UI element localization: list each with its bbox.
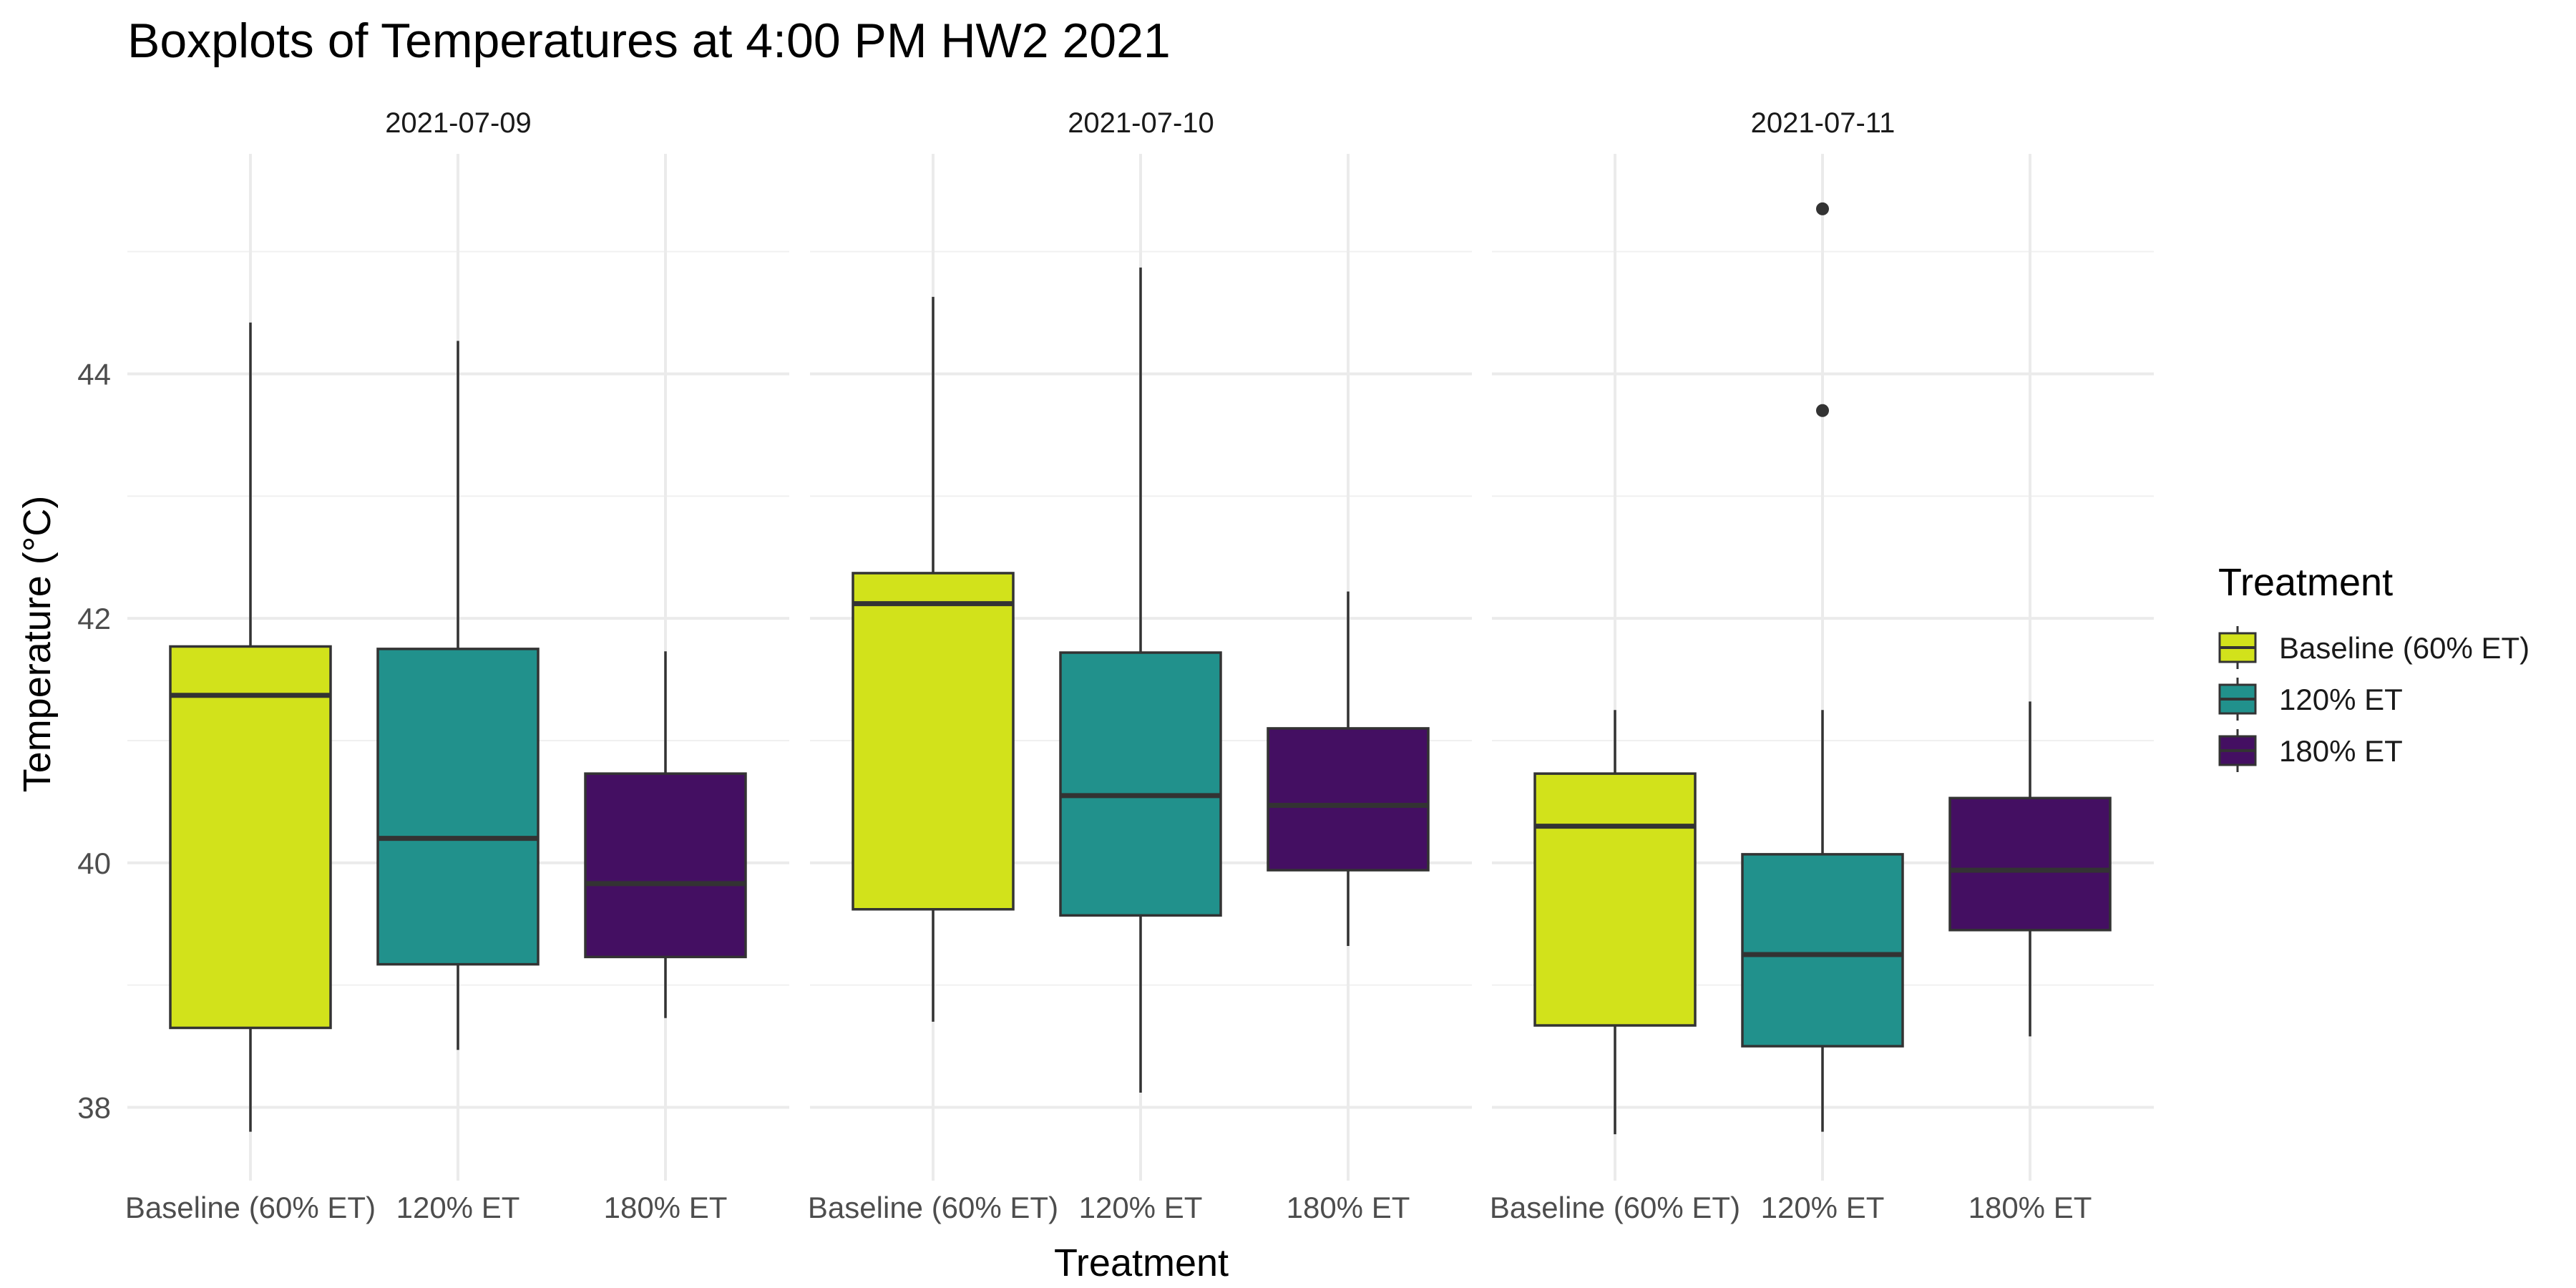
facet-strip-label: 2021-07-09 — [385, 107, 532, 139]
y-tick-label: 44 — [77, 358, 111, 391]
legend-label: 120% ET — [2279, 683, 2403, 716]
facet-panel: 2021-07-09 Baseline (60% ET) 120% ET 180% E… — [125, 107, 789, 1224]
y-axis: 38 40 42 44 — [77, 358, 111, 1125]
box-body — [1059, 651, 1222, 917]
box — [852, 296, 1015, 1022]
facet-panels: 2021-07-09 Baseline (60% ET) 120% ET 180% E… — [125, 107, 2154, 1224]
legend-label: 180% ET — [2279, 734, 2403, 768]
x-axis-title: Treatment — [1054, 1241, 1229, 1284]
box — [1948, 701, 2112, 1037]
box — [1059, 267, 1222, 1093]
box-body — [1741, 853, 1904, 1048]
box — [584, 651, 747, 1018]
x-tick-label: 120% ET — [1079, 1191, 1203, 1224]
box-body — [169, 645, 332, 1030]
facet-strip-label: 2021-07-11 — [1751, 107, 1896, 139]
x-tick-label: Baseline (60% ET) — [1490, 1191, 1740, 1224]
box — [1741, 202, 1904, 1132]
x-tick-label: Baseline (60% ET) — [808, 1191, 1058, 1224]
y-tick-label: 42 — [77, 602, 111, 635]
outlier-point — [1816, 202, 1829, 215]
x-tick-label: 180% ET — [1968, 1191, 2092, 1224]
legend-item: Baseline (60% ET) — [2218, 626, 2529, 669]
box-body — [376, 648, 540, 966]
box — [1267, 591, 1430, 946]
chart-title: Boxplots of Temperatures at 4:00 PM HW2 … — [127, 14, 1171, 68]
box-body — [1267, 727, 1430, 872]
legend-item: 180% ET — [2218, 729, 2403, 772]
box — [1533, 710, 1697, 1135]
box — [376, 341, 540, 1050]
facet-panel: 2021-07-11 Baseline (60% ET) 120% ET 180% E… — [1490, 107, 2154, 1224]
outlier-point — [1816, 404, 1829, 417]
facet-strip-label: 2021-07-10 — [1068, 107, 1214, 139]
x-tick-label: 180% ET — [1287, 1191, 1410, 1224]
box-body — [1533, 772, 1697, 1027]
legend-title: Treatment — [2218, 561, 2393, 604]
x-tick-label: Baseline (60% ET) — [125, 1191, 376, 1224]
y-axis-title: Temperature (°C) — [16, 496, 59, 793]
x-tick-label: 120% ET — [396, 1191, 520, 1224]
box — [169, 322, 332, 1132]
legend: Treatment Baseline (60% ET) 120% ET 180% E… — [2218, 561, 2529, 772]
legend-item: 120% ET — [2218, 678, 2403, 721]
x-tick-label: 120% ET — [1761, 1191, 1885, 1224]
box-body — [852, 572, 1015, 911]
box-body — [584, 772, 747, 959]
facet-panel: 2021-07-10 Baseline (60% ET) 120% ET 180% E… — [808, 107, 1472, 1224]
y-tick-label: 40 — [77, 847, 111, 880]
y-tick-label: 38 — [77, 1091, 111, 1125]
legend-label: Baseline (60% ET) — [2279, 631, 2529, 665]
box-body — [1948, 796, 2112, 932]
x-tick-label: 180% ET — [604, 1191, 728, 1224]
